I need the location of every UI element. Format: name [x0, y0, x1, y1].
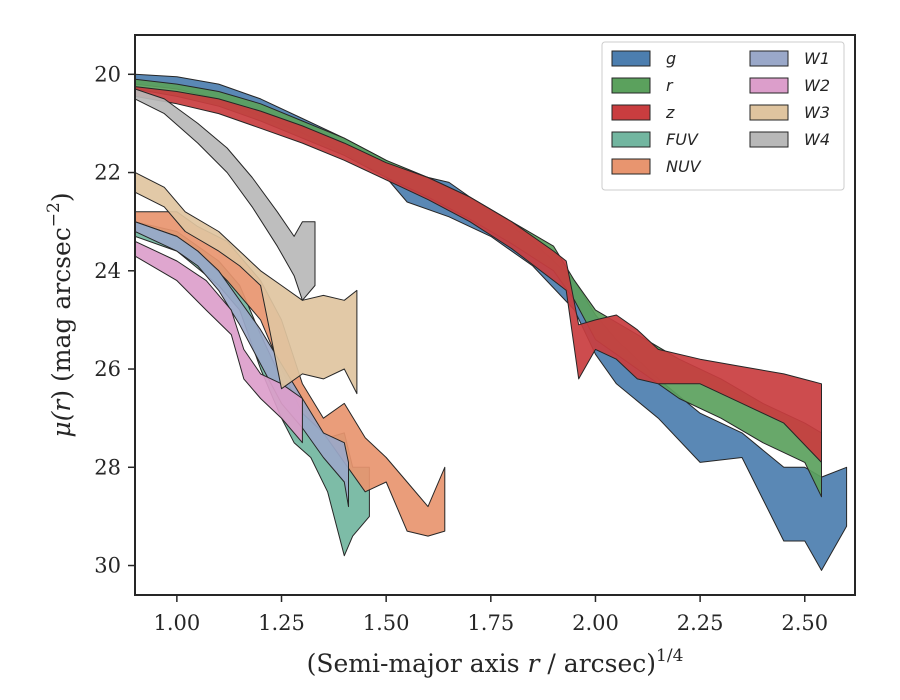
x-tick-label: 1.25 [258, 611, 305, 635]
y-tick-label: 28 [94, 455, 121, 479]
legend: grz FUV NUV W1 W2 W3 W4 [601, 41, 845, 191]
band-w2 [135, 240, 303, 444]
x-tick-label: 1.50 [363, 611, 410, 635]
legend-label-w1: W1 [804, 49, 830, 68]
legend-swatch-z [611, 104, 651, 121]
profile-bands [135, 73, 848, 571]
y-tick-label: 22 [94, 161, 121, 185]
legend-label-r: r [666, 76, 674, 95]
legend-swatch-w4 [749, 131, 789, 148]
band-w4 [135, 88, 316, 301]
plot-frame [134, 34, 856, 596]
legend-swatch-w3 [749, 104, 789, 121]
x-tick-label: 1.75 [467, 611, 514, 635]
y-tick-label: 20 [94, 62, 121, 86]
legend-label-g: g [666, 49, 676, 68]
x-axis-ticks: 1.00 1.25 1.50 1.75 2.00 2.25 2.50 [153, 595, 828, 635]
y-tick-label: 24 [94, 259, 121, 283]
band-z [135, 86, 822, 463]
legend-swatch-w1 [749, 50, 789, 67]
x-tick-label: 2.25 [677, 611, 724, 635]
y-axis-label: μ(r) (mag arcsec−2) [44, 192, 76, 437]
x-axis-label: (Semi-major axis r / arcsec)1/4 [307, 646, 684, 678]
y-tick-label: 30 [94, 554, 121, 578]
legend-label-nuv: NUV [666, 157, 702, 176]
y-tick-label: 26 [94, 357, 121, 381]
x-tick-label: 2.00 [572, 611, 619, 635]
x-tick-label: 2.50 [781, 611, 828, 635]
y-axis-ticks: 20 22 24 26 28 30 [94, 62, 135, 578]
legend-label-z: z [665, 103, 675, 122]
legend-swatch-fuv [611, 131, 651, 148]
legend-swatch-g [611, 50, 651, 67]
legend-swatch-r [611, 77, 651, 94]
legend-swatch-w2 [749, 77, 789, 94]
legend-label-w4: W4 [804, 130, 830, 149]
legend-label-w3: W3 [804, 103, 830, 122]
legend-label-w2: W2 [804, 76, 830, 95]
x-tick-label: 1.00 [153, 611, 200, 635]
legend-label-fuv: FUV [666, 130, 699, 149]
band-w1 [135, 221, 349, 508]
band-w3 [135, 172, 358, 395]
legend-swatch-nuv [611, 158, 651, 175]
